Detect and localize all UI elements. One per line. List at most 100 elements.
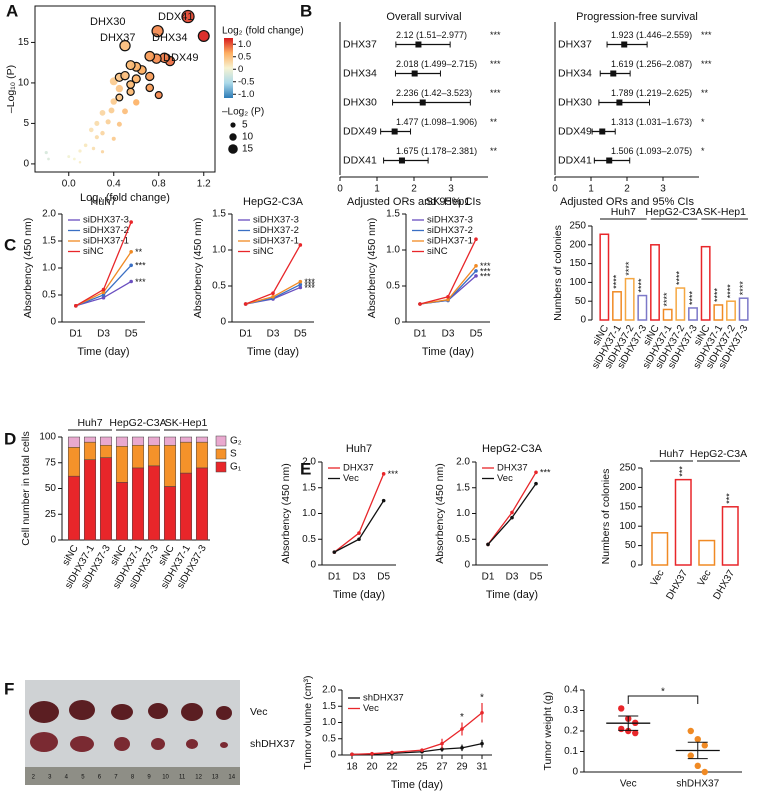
tumor <box>114 737 130 751</box>
legend-label: siDHX37-3 <box>83 215 129 226</box>
series-marker <box>298 282 303 287</box>
y-tick-label: 1.0 <box>42 263 56 274</box>
x-tick-label: 3 <box>660 184 666 195</box>
point <box>122 108 128 115</box>
point <box>126 80 136 89</box>
y-tick-label: 100 <box>39 432 56 443</box>
ruler-number: 3 <box>48 775 52 781</box>
ruler-number: 9 <box>147 775 151 781</box>
x-tick-label: 0.4 <box>107 179 121 190</box>
x-tick-label: D3 <box>506 572 519 583</box>
y-tick-label: 1.0 <box>386 245 400 256</box>
y-tick-label: 0.5 <box>212 281 226 292</box>
y-tick-label: 0 <box>580 315 586 326</box>
point <box>154 91 163 100</box>
x-axis-label: Time (day) <box>486 589 538 601</box>
bar-segment <box>67 436 81 448</box>
series-marker <box>440 741 444 746</box>
y-tick-label: 1.5 <box>456 482 470 493</box>
tumor <box>29 701 59 723</box>
point-label: DHX37 <box>100 32 135 44</box>
chart-title: SK-Hep1 <box>426 196 471 208</box>
x-tick-label: 0 <box>337 184 343 195</box>
point <box>111 136 116 141</box>
y-tick-label: 0 <box>310 560 316 571</box>
x-tick-label: Vec <box>620 779 637 790</box>
x-tick-label: D3 <box>353 572 366 583</box>
sig-label: **** <box>611 274 621 289</box>
x-tick-label: 1 <box>588 184 594 195</box>
or-label: 2.018 (1.499–2.715) <box>396 59 477 69</box>
plot-frame <box>34 5 216 173</box>
point <box>100 150 105 154</box>
y-tick-label: 250 <box>569 221 586 232</box>
bar <box>738 297 749 321</box>
bar <box>651 532 669 566</box>
or-label: 1.506 (1.093–2.075) <box>611 146 692 156</box>
x-tick-label: Vec <box>696 568 714 588</box>
point <box>108 107 115 114</box>
legend-label: DHX37 <box>497 463 528 474</box>
sig-label: *** <box>490 88 501 98</box>
y-tick-label: 1.5 <box>42 236 56 247</box>
y-tick-label: 2.0 <box>302 457 316 468</box>
x-axis-label: Log₂ (fold change) <box>80 192 170 204</box>
row-label: DHX37 <box>343 38 377 50</box>
or-point <box>610 70 617 77</box>
series-marker <box>534 470 538 475</box>
y-tick-label: 0 <box>220 317 226 328</box>
point <box>91 146 96 151</box>
x-axis-label: Adjusted ORs and 95% CIs <box>347 196 481 208</box>
y-axis-label: Numbers of colonies <box>600 469 612 565</box>
y-tick-label: 100 <box>619 521 636 532</box>
x-tick-label: D5 <box>125 329 138 340</box>
y-tick-label: 0.5 <box>42 290 56 301</box>
size-legend-label: 15 <box>242 144 254 155</box>
group-label: Huh7 <box>77 417 102 429</box>
series-marker <box>460 746 464 750</box>
point <box>145 71 155 82</box>
point <box>78 149 82 153</box>
chart-title: HepG2-C3A <box>482 443 543 455</box>
row-label: DHX30 <box>558 96 592 108</box>
y-tick-label: 200 <box>569 239 586 250</box>
panel-letter: C <box>4 235 16 254</box>
legend-label: G₂ <box>230 436 242 447</box>
x-axis-label: Time (day) <box>333 589 385 601</box>
sig-label: ** <box>490 117 498 127</box>
y-tick-label: 150 <box>619 501 636 512</box>
bar-segment <box>115 436 129 447</box>
row-label: DHX34 <box>558 67 592 79</box>
chart-title: Huh7 <box>90 196 116 208</box>
ruler-number: 5 <box>81 775 85 781</box>
x-tick-label: D5 <box>470 329 483 340</box>
ruler-number: 2 <box>32 775 36 781</box>
row-label: DDX41 <box>343 154 377 166</box>
y-axis-label: Tumor volume (cm³) <box>302 675 314 769</box>
or-point <box>616 99 623 106</box>
point <box>115 93 124 102</box>
sig-label: ** <box>135 247 143 257</box>
y-axis-label: –Log₁₀ (P) <box>5 65 17 113</box>
x-tick-label: 0.8 <box>152 179 166 190</box>
ruler-number: 6 <box>98 775 102 781</box>
group-label: Huh7 <box>611 206 636 218</box>
or-point <box>419 99 426 106</box>
sig-label: * <box>480 693 484 704</box>
sig-label: *** <box>388 469 399 479</box>
legend-label: siDHX37-1 <box>427 236 473 247</box>
point <box>73 157 76 161</box>
x-axis-label: Time (day) <box>391 779 443 791</box>
panel-letter: B <box>300 1 312 20</box>
bar-segment <box>99 436 113 446</box>
tumor <box>186 739 198 749</box>
series-marker <box>370 751 374 756</box>
x-tick-label: D5 <box>530 572 543 583</box>
y-axis-label: Tumor weight (g) <box>542 692 554 771</box>
y-tick-label: 75 <box>45 457 57 468</box>
size-legend-dot <box>228 144 238 154</box>
tumor <box>69 700 95 720</box>
y-tick-label: 50 <box>45 483 57 494</box>
legend-label: siDHX37-2 <box>83 225 129 236</box>
bar <box>675 287 686 321</box>
